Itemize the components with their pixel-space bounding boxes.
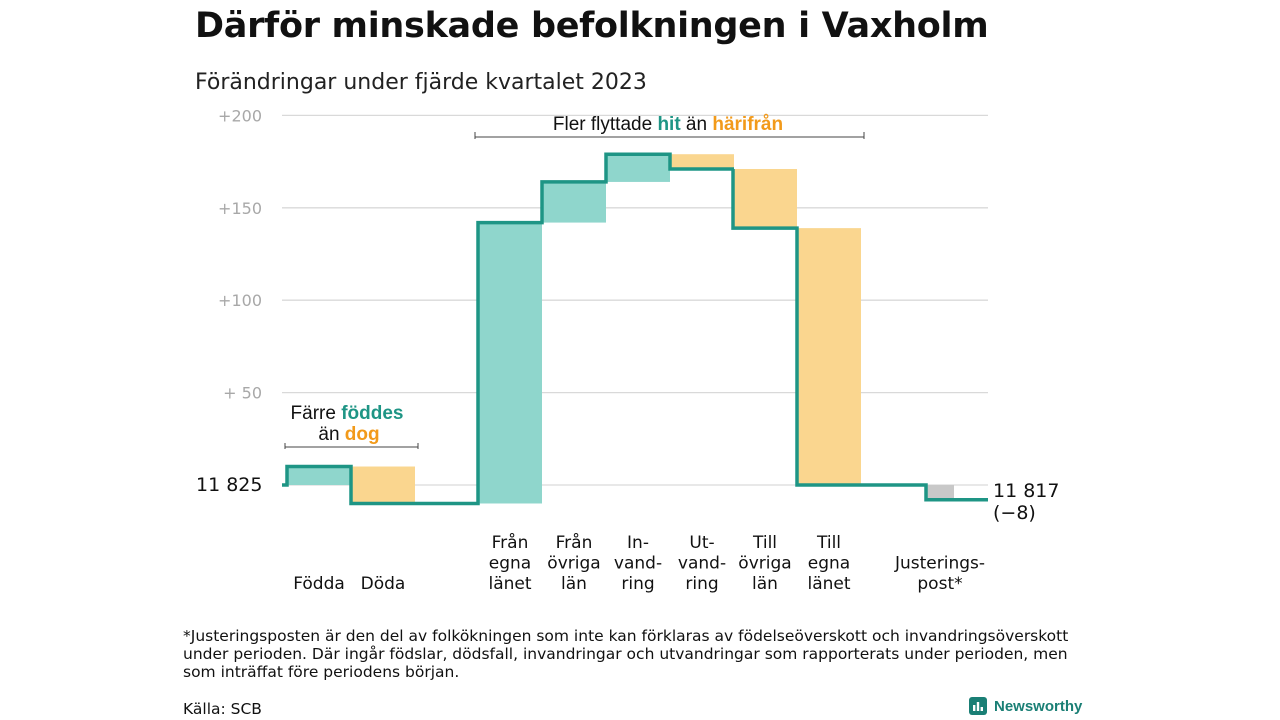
y-tick-label: +200 xyxy=(218,106,262,125)
bar-6 xyxy=(733,168,797,229)
bar-4 xyxy=(606,154,670,182)
label-layer: 11 825 11 817(−8)Födda DödaFrånegnalänetFr… xyxy=(196,474,1059,594)
newsworthy-logo-icon xyxy=(969,697,987,715)
births-annotation-bracket xyxy=(284,443,419,449)
y-tick-label: +100 xyxy=(218,291,262,310)
step-line-layer xyxy=(282,152,988,506)
waterfall-chart: +200 +150 +100 + 50 11 825 11 817(−8) Födda Dö… xyxy=(196,106,1059,594)
category-label: egna xyxy=(489,554,531,574)
category-label: Födda xyxy=(293,574,345,594)
moves-annotation-pre: Fler flyttade xyxy=(553,114,658,135)
category-label: Från xyxy=(492,532,529,553)
brand-name: Newsworthy xyxy=(994,697,1083,715)
category-label: Till xyxy=(752,533,777,553)
moves-annotation-harifran: härifrån xyxy=(712,114,783,135)
end-value-label: 11 817 xyxy=(993,480,1059,502)
category-label: post* xyxy=(917,574,962,594)
category-label: Justerings- xyxy=(894,554,985,574)
category-label: egna xyxy=(808,554,850,574)
end-change-label: (−8) xyxy=(993,502,1036,524)
category-label: vand- xyxy=(678,554,726,574)
step-line xyxy=(282,152,988,506)
births-annotation-line2: än dog xyxy=(318,424,379,445)
bar-7 xyxy=(797,228,861,486)
bar-2 xyxy=(478,222,542,504)
category-label: Från xyxy=(556,532,593,553)
deaths-annotation-hi: dog xyxy=(345,424,380,445)
chart-subtitle: Förändringar under fjärde kvartalet 2023 xyxy=(195,70,647,95)
category-label: Döda xyxy=(361,574,406,594)
moves-annotation-hit: hit xyxy=(657,114,681,135)
category-label: In- xyxy=(627,533,649,553)
category-label: ring xyxy=(621,574,654,594)
category-label: Till xyxy=(816,533,841,553)
category-label: Ut- xyxy=(689,533,714,553)
bar-0 xyxy=(287,466,351,485)
births-annotation-hi: föddes xyxy=(341,403,403,424)
births-annotation-line1: Färre föddes xyxy=(291,403,404,424)
births-annotation-pre: Färre xyxy=(291,403,342,424)
moves-annotation-bracket xyxy=(474,132,865,139)
category-label: övriga xyxy=(547,554,600,574)
category-label: vand- xyxy=(614,554,662,574)
category-label: länet xyxy=(807,574,850,594)
moves-annotation: Fler flyttade hit än härifrån xyxy=(553,114,783,135)
bar-1 xyxy=(351,466,415,504)
deaths-annotation-pre: än xyxy=(318,424,344,445)
moves-annotation-mid: än xyxy=(681,114,713,135)
category-label: länet xyxy=(488,574,531,594)
category-label: län xyxy=(752,574,778,594)
bars-layer xyxy=(287,154,954,504)
category-label: län xyxy=(561,574,587,594)
category-label: ring xyxy=(685,574,718,594)
category-label: övriga xyxy=(738,554,791,574)
y-tick-label: + 50 xyxy=(223,384,262,403)
footnote: *Justeringsposten är den del av folkökni… xyxy=(183,627,1069,681)
bar-3 xyxy=(542,181,606,223)
bar-8 xyxy=(926,485,954,500)
chart-title: Därför minskade befolkningen i Vaxholm xyxy=(195,6,989,46)
bar-5 xyxy=(670,154,734,169)
y-tick-label: +150 xyxy=(218,199,262,218)
start-value-label: 11 825 xyxy=(196,474,262,496)
brand-logo[interactable]: Newsworthy xyxy=(968,696,1082,716)
source-label: Källa: SCB xyxy=(183,700,262,718)
